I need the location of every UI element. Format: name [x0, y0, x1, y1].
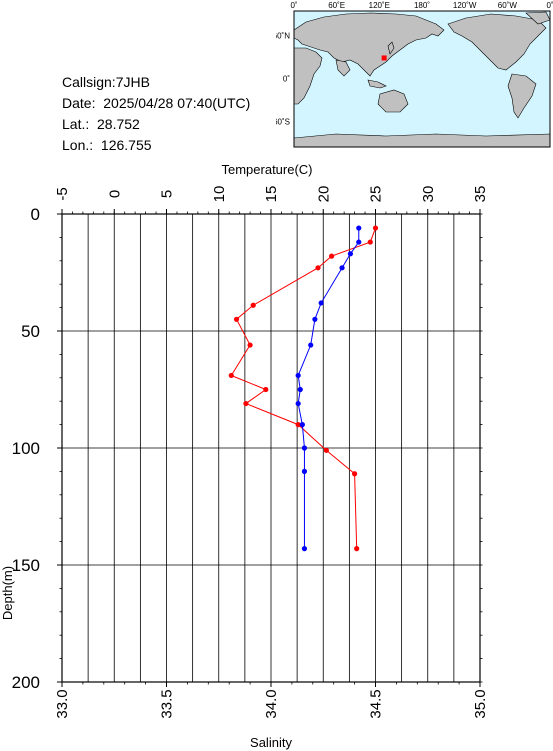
temperature-point: [352, 471, 358, 477]
temperature-point: [243, 400, 249, 407]
salinity-point: [312, 316, 318, 322]
salinity-point: [301, 546, 308, 552]
map-longitude-label: 60˚E: [328, 1, 345, 10]
map-longitude-label: 120˚W: [453, 1, 477, 10]
chart-grid: [62, 214, 480, 682]
temperature-line: [230, 227, 376, 549]
temperature-tick-label: -5: [54, 187, 71, 200]
australia-landmass: [377, 89, 409, 113]
latitude-text: Lat.: 28.752: [62, 116, 140, 132]
longitude-text: Lon.: 126.755: [62, 137, 152, 153]
india-landmass: [335, 59, 351, 77]
chart-axes: -5 0 5 10 15 20 25 30 35 33.0 33.5 34.0 34.5 35.0 0 50 1…: [12, 186, 489, 719]
bottom-axis-title: Salinity: [250, 735, 292, 750]
salinity-line: [297, 228, 360, 549]
salinity-point: [301, 468, 308, 474]
salinity-point: [299, 422, 305, 428]
callsign-text: Callsign:7JHB: [62, 74, 150, 90]
salinity-point: [356, 239, 362, 245]
antarctica-landmass: [293, 133, 551, 148]
temperature-tick-label: 25: [368, 186, 385, 203]
temperature-point: [323, 447, 329, 453]
salinity-tick-label: 35.0: [472, 689, 489, 718]
map-longitude-label: 0˚: [546, 1, 553, 10]
temperature-point: [329, 253, 335, 259]
map-longitude-label: 120˚E: [369, 1, 390, 10]
salinity-point: [308, 342, 314, 348]
map-land: [293, 11, 551, 148]
indonesia-landmass: [367, 79, 387, 89]
salinity-point: [356, 225, 362, 231]
temperature-point: [295, 422, 301, 428]
chart-series: [228, 225, 379, 552]
map-latitude-ticks: 60˚N 0˚ 60˚S: [276, 32, 290, 127]
temperature-point: [263, 386, 269, 393]
map-latitude-label: 0˚: [283, 75, 290, 84]
temperature-tick-label: 35: [472, 186, 489, 203]
map-frame: [293, 10, 551, 148]
temperature-tick-label: 20: [315, 186, 332, 203]
left-axis-title: Depth(m): [0, 566, 15, 620]
temperature-point: [250, 302, 256, 308]
temperature-point: [233, 316, 240, 322]
map-longitude-ticks: 0˚ 60˚E 120˚E 180˚ 120˚W 60˚W 0˚: [290, 1, 553, 10]
map-longitude-label: 60˚W: [498, 1, 518, 10]
temperature-point: [354, 546, 360, 552]
depth-tick-label: 50: [21, 322, 40, 341]
eurasia-landmass: [293, 12, 445, 77]
station-marker: [381, 55, 387, 61]
station-info: Callsign:7JHB Date: 2025/04/28 07:40(UTC…: [62, 72, 250, 156]
map-latitude-label: 60˚N: [276, 32, 290, 41]
salinity-point: [295, 372, 301, 379]
depth-tick-label: 150: [12, 556, 40, 575]
date-text: Date: 2025/04/28 07:40(UTC): [62, 95, 251, 111]
temperature-point: [315, 265, 321, 271]
temperature-point: [228, 372, 234, 379]
salinity-point: [347, 251, 354, 257]
temperature-point: [367, 239, 373, 245]
temperature-tick-label: 30: [420, 186, 437, 203]
depth-tick-label: 0: [31, 205, 40, 224]
north-america-landmass: [447, 13, 547, 71]
japan-landmass: [387, 41, 395, 55]
map-marker-layer: [381, 55, 387, 61]
map-latitude-label: 60˚S: [276, 118, 290, 127]
depth-tick-label: 100: [12, 439, 40, 458]
top-axis-title: Temperature(C): [221, 162, 312, 177]
profile-chart: -5 0 5 10 15 20 25 30 35 33.0 33.5 34.0 34.5 35.0 0 50 1…: [0, 162, 489, 750]
depth-tick-label: 200: [12, 673, 40, 692]
world-map: 0˚ 60˚E 120˚E 180˚ 120˚W 60˚W 0˚ 60˚N 0˚ 60˚S: [276, 1, 553, 148]
temperature-point: [247, 342, 253, 348]
salinity-point: [295, 400, 301, 407]
temperature-tick-label: 15: [263, 186, 280, 203]
salinity-tick-label: 34.5: [368, 689, 385, 718]
temperature-tick-label: 5: [159, 190, 176, 198]
temperature-tick-label: 0: [106, 190, 123, 198]
africa-landmass: [293, 47, 323, 105]
salinity-point: [297, 386, 303, 393]
salinity-tick-label: 34.0: [263, 689, 280, 718]
temperature-point: [372, 225, 379, 231]
temperature-tick-label: 10: [211, 186, 228, 203]
salinity-tick-label: 33.5: [159, 689, 176, 718]
salinity-point: [339, 265, 345, 271]
map-longitude-label: 180˚: [414, 1, 430, 10]
south-america-landmass: [507, 73, 537, 119]
salinity-tick-label: 33.0: [54, 689, 71, 718]
salinity-point: [318, 300, 324, 306]
salinity-point: [301, 445, 308, 451]
map-longitude-label: 0˚: [290, 1, 297, 10]
